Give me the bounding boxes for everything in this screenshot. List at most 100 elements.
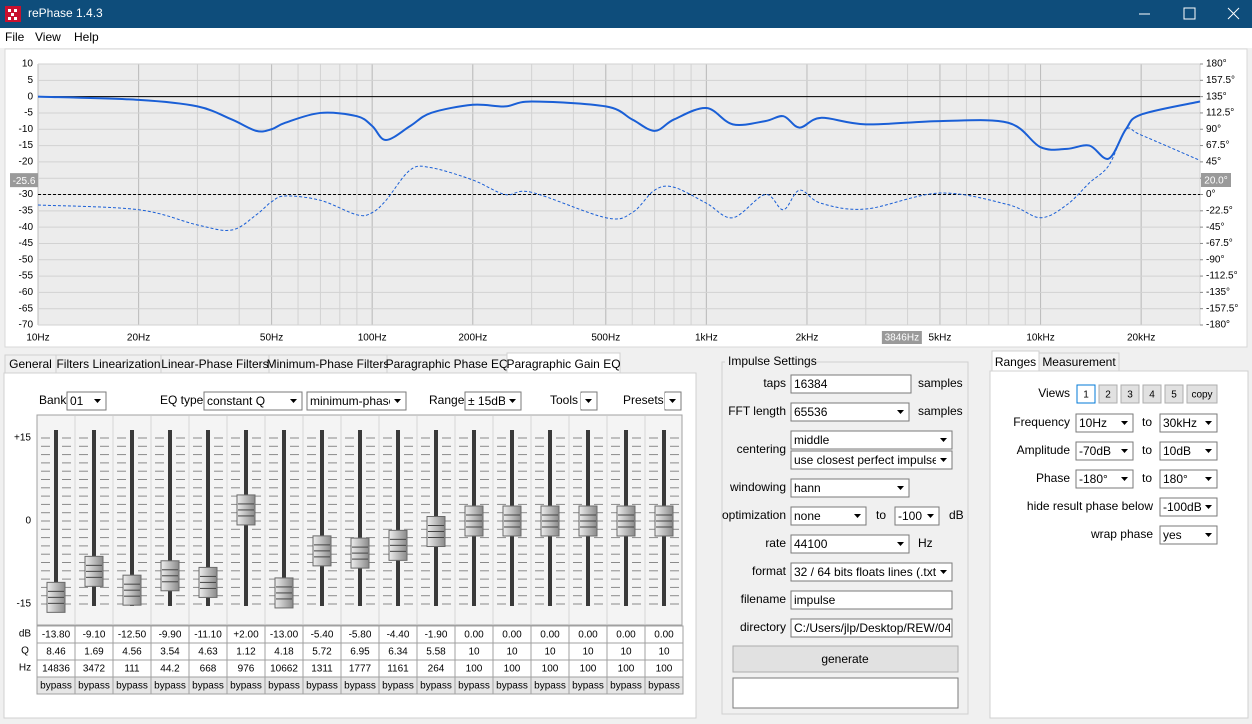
phase-type-select[interactable] bbox=[306, 391, 407, 411]
centering-select[interactable] bbox=[790, 430, 953, 450]
y-tick-label: 0 bbox=[27, 91, 33, 102]
cell-value: 10 bbox=[582, 647, 594, 658]
eq-type-select[interactable] bbox=[203, 391, 303, 411]
cell-value: 0.00 bbox=[502, 630, 522, 641]
cell-value: 6.95 bbox=[350, 647, 370, 658]
cell-value: 10 bbox=[620, 647, 632, 658]
generate-label: generate bbox=[821, 652, 869, 666]
format-select[interactable] bbox=[790, 562, 953, 582]
view-button-label: 3 bbox=[1127, 390, 1133, 401]
y-tick-label: -20 bbox=[19, 157, 34, 168]
filename-input[interactable] bbox=[790, 590, 953, 610]
cell-value: -4.40 bbox=[387, 630, 410, 641]
menu-item[interactable]: View bbox=[35, 30, 61, 44]
y-tick-label: 10 bbox=[22, 59, 34, 70]
view-button[interactable] bbox=[1164, 384, 1184, 404]
field-label: filename bbox=[741, 592, 787, 606]
field-label: windowing bbox=[729, 480, 786, 494]
bypass-label: bypass bbox=[116, 681, 148, 692]
y2-tick-label: 45° bbox=[1206, 157, 1221, 168]
field-label: rate bbox=[765, 536, 786, 550]
dropdown-arrow bbox=[1121, 421, 1128, 425]
cell-value: 1.69 bbox=[84, 647, 104, 658]
cell-value: 0.00 bbox=[578, 630, 598, 641]
bypass-label: bypass bbox=[192, 681, 224, 692]
app-icon-dot bbox=[14, 17, 17, 20]
view-button[interactable] bbox=[1186, 384, 1218, 404]
x-tick-label: 2kHz bbox=[796, 333, 819, 344]
app-icon-dot bbox=[8, 17, 11, 20]
range-select-value: ± 15dB bbox=[468, 394, 506, 408]
bypass-label: bypass bbox=[420, 681, 452, 692]
view-button[interactable] bbox=[1142, 384, 1162, 404]
dropdown-arrow bbox=[394, 399, 401, 403]
y-tick-label: -70 bbox=[19, 320, 34, 331]
y2-tick-label: 112.5° bbox=[1206, 108, 1234, 119]
dropdown-arrow bbox=[940, 438, 947, 442]
y2-tick-label: -157.5° bbox=[1206, 303, 1238, 314]
directory-input[interactable] bbox=[790, 618, 953, 638]
field-label: taps bbox=[763, 376, 786, 390]
optimization-select[interactable] bbox=[790, 506, 867, 526]
label: Range bbox=[429, 393, 465, 407]
dropdown-arrow bbox=[1205, 505, 1212, 509]
view-button[interactable] bbox=[1098, 384, 1118, 404]
taps-input[interactable] bbox=[790, 374, 912, 394]
menu-item[interactable]: File bbox=[5, 30, 25, 44]
y-tick-label: -55 bbox=[19, 271, 34, 282]
cell-value: +2.00 bbox=[233, 630, 259, 641]
cell-value: 100 bbox=[466, 664, 483, 675]
field-label: Views bbox=[1038, 386, 1070, 400]
app-icon-dot bbox=[11, 13, 14, 16]
row-label: dB bbox=[19, 629, 32, 640]
cell-value: 3.54 bbox=[160, 647, 180, 658]
field-label: optimization bbox=[722, 508, 786, 522]
fft-select[interactable] bbox=[790, 402, 910, 422]
taps-input-value: 16384 bbox=[794, 377, 828, 391]
group-title-bg bbox=[725, 355, 809, 369]
centering-mode-select-value: use closest perfect impulse bbox=[794, 453, 939, 467]
x-tick-label: 500Hz bbox=[591, 333, 620, 344]
y2-tick-label: -90° bbox=[1206, 254, 1224, 265]
bypass-label: bypass bbox=[572, 681, 604, 692]
generate-button[interactable] bbox=[732, 645, 959, 673]
dropdown-arrow bbox=[1205, 449, 1212, 453]
cell-value: 1161 bbox=[387, 664, 409, 675]
dropdown-arrow bbox=[927, 514, 934, 518]
windowing-select[interactable] bbox=[790, 478, 910, 498]
y2-tick-label: 157.5° bbox=[1206, 75, 1235, 86]
frequency-to-select-value: 30kHz bbox=[1163, 416, 1197, 430]
y2-tick-label: 67.5° bbox=[1206, 140, 1229, 151]
cell-value: -5.40 bbox=[311, 630, 334, 641]
frequency-from-select-value: 10Hz bbox=[1079, 416, 1107, 430]
centering-mode-select[interactable] bbox=[790, 450, 953, 470]
cell-value: 4.56 bbox=[122, 647, 142, 658]
dropdown-arrow bbox=[1205, 533, 1212, 537]
cell-value: 1311 bbox=[311, 664, 333, 675]
x-tick-label: 10kHz bbox=[1026, 333, 1054, 344]
cell-value: 8.46 bbox=[46, 647, 66, 658]
view-button-label: 2 bbox=[1105, 390, 1111, 401]
dropdown-arrow bbox=[940, 458, 947, 462]
cell-value: 111 bbox=[124, 664, 140, 675]
view-button[interactable] bbox=[1120, 384, 1140, 404]
x-tick-label: 1kHz bbox=[695, 333, 718, 344]
rate-select[interactable] bbox=[790, 534, 910, 554]
bypass-button[interactable] bbox=[644, 676, 684, 695]
x-tick-label: 100Hz bbox=[358, 333, 387, 344]
cell-value: -11.10 bbox=[194, 630, 222, 641]
view-button[interactable] bbox=[1076, 384, 1096, 404]
x-tick-label: 20Hz bbox=[127, 333, 150, 344]
unit: dB bbox=[949, 508, 964, 522]
cursor-y-label: -25.6 bbox=[13, 176, 36, 187]
menu-item[interactable]: Help bbox=[74, 30, 99, 44]
row-label: Q bbox=[21, 646, 29, 657]
rate-select-value: 44100 bbox=[794, 537, 828, 551]
field-label: Amplitude bbox=[1017, 443, 1071, 457]
x-tick-label: 5kHz bbox=[929, 333, 952, 344]
y-tick-label: -5 bbox=[24, 108, 33, 119]
impulse-group bbox=[721, 361, 969, 715]
phase-from-select-value: -180° bbox=[1079, 472, 1108, 486]
bypass-label: bypass bbox=[534, 681, 566, 692]
